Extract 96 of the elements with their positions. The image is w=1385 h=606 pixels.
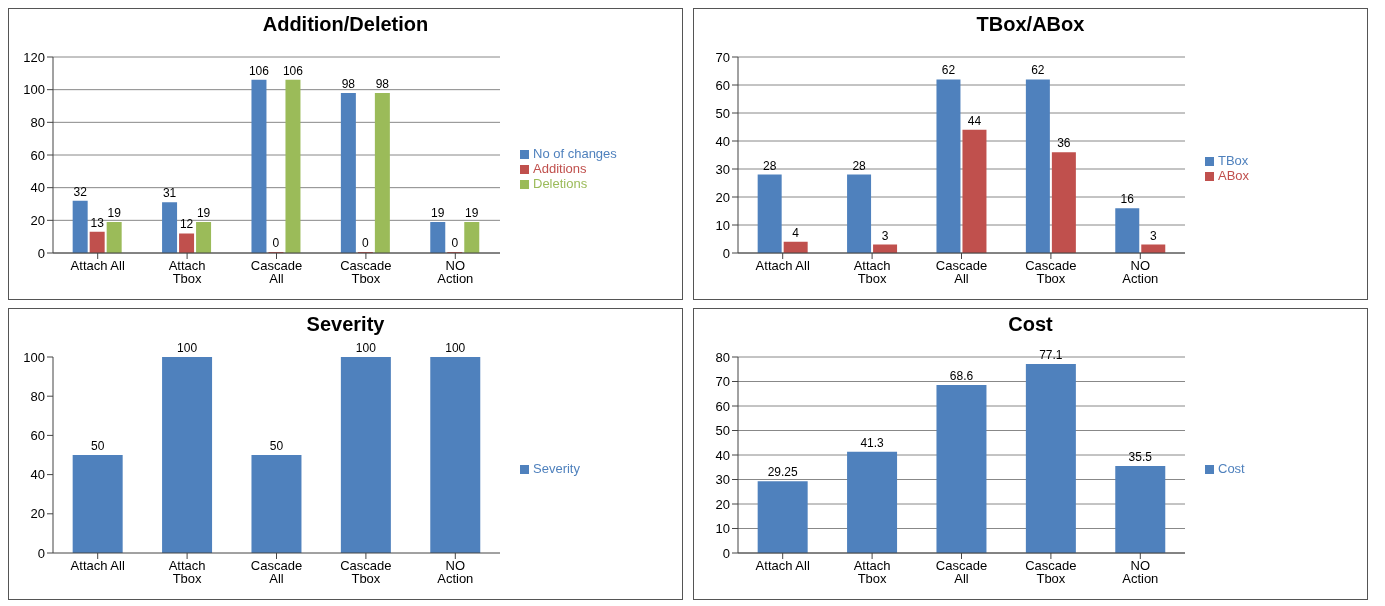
data-label: 3 — [881, 228, 889, 243]
data-label: 100 — [445, 341, 466, 355]
x-tick-label: Cascade All — [935, 558, 988, 587]
chart-title: TBox/ABox — [975, 12, 1086, 37]
y-tick-label: 30 — [715, 161, 730, 177]
data-label: 12 — [179, 217, 194, 232]
legend-label: TBox — [1218, 153, 1249, 168]
legend-label: Additions — [533, 160, 587, 176]
x-tick-label: Attach Tbox — [168, 558, 206, 587]
data-label: 98 — [341, 76, 356, 91]
data-label: 36 — [1057, 136, 1071, 151]
y-tick-label: 120 — [23, 49, 45, 65]
y-tick-label: 70 — [715, 374, 730, 390]
chart-title: Cost — [1007, 312, 1054, 337]
data-label: 0 — [451, 236, 459, 250]
data-label: 0 — [272, 236, 280, 250]
legend-label: Deletions — [533, 175, 588, 191]
x-tick-label: Cascade All — [250, 258, 303, 287]
x-tick-label: Attach All — [70, 558, 125, 574]
data-label: 28 — [852, 158, 867, 173]
y-tick-label: 40 — [30, 467, 45, 483]
legend-label: Severity — [533, 460, 580, 476]
data-label: 19 — [465, 205, 479, 220]
y-tick-label: 50 — [715, 105, 730, 121]
x-tick-label: NO Action — [437, 558, 474, 587]
y-tick-label: 80 — [715, 349, 730, 365]
data-label: 100 — [355, 341, 377, 355]
data-label: 35.5 — [1128, 450, 1153, 465]
data-label: 98 — [375, 76, 390, 91]
data-label: 28 — [762, 158, 777, 173]
y-tick-label: 80 — [30, 388, 45, 404]
data-label: 62 — [941, 63, 956, 78]
y-tick-label: 70 — [715, 49, 730, 65]
y-tick-label: 80 — [30, 114, 45, 130]
legend-label: No of changes — [533, 145, 617, 161]
data-label: 19 — [431, 205, 445, 220]
y-tick-label: 40 — [715, 447, 730, 463]
data-label: 0 — [362, 236, 370, 250]
data-label: 44 — [967, 113, 982, 128]
y-tick-label: 20 — [30, 212, 45, 228]
y-tick-label: 60 — [30, 428, 45, 444]
y-tick-label: 100 — [23, 349, 45, 365]
chart-title: Severity — [305, 312, 386, 337]
data-label: 50 — [269, 439, 284, 453]
data-label: 13 — [90, 215, 105, 230]
x-tick-label: Attach All — [755, 558, 810, 574]
data-label: 62 — [1031, 63, 1045, 78]
data-label: 41.3 — [860, 435, 885, 450]
data-label: 77.1 — [1039, 348, 1063, 363]
x-tick-label: Attach Tbox — [853, 258, 891, 287]
y-tick-label: 10 — [715, 521, 730, 537]
x-tick-label: Attach Tbox — [168, 258, 206, 287]
y-tick-label: 30 — [715, 472, 730, 488]
data-label: 31 — [162, 186, 177, 201]
y-tick-label: 100 — [23, 82, 45, 98]
data-label: 3 — [1149, 228, 1157, 243]
x-tick-label: Attach Tbox — [853, 558, 891, 587]
x-tick-label: Cascade Tbox — [340, 258, 392, 287]
y-tick-label: 0 — [37, 245, 45, 261]
y-tick-label: 20 — [30, 506, 45, 522]
y-tick-label: 0 — [722, 545, 730, 561]
data-label: 68.6 — [949, 368, 974, 383]
data-label: 4 — [792, 225, 800, 240]
data-label: 29.25 — [767, 465, 799, 480]
y-tick-label: 0 — [722, 245, 730, 261]
x-tick-label: Cascade Tbox — [1025, 258, 1077, 287]
data-label: 16 — [1120, 192, 1135, 207]
x-tick-label: NO Action — [1122, 258, 1159, 287]
y-tick-label: 40 — [30, 180, 45, 196]
legend-label: Cost — [1218, 460, 1245, 476]
data-label: 19 — [196, 205, 211, 220]
data-label: 32 — [73, 184, 88, 199]
data-label: 106 — [248, 63, 270, 78]
y-tick-label: 60 — [30, 147, 45, 163]
y-tick-label: 10 — [715, 217, 730, 233]
data-label: 50 — [90, 439, 105, 453]
data-label: 100 — [177, 341, 198, 355]
chart-title: Addition/Deletion — [261, 12, 430, 37]
x-tick-label: Cascade Tbox — [1025, 558, 1077, 587]
y-tick-label: 20 — [715, 496, 730, 512]
x-tick-label: Attach All — [70, 258, 125, 274]
y-tick-label: 60 — [715, 398, 730, 414]
x-tick-label: Cascade All — [250, 558, 303, 587]
x-tick-label: NO Action — [437, 258, 474, 287]
data-label: 106 — [282, 63, 304, 78]
y-tick-label: 20 — [715, 189, 730, 205]
y-tick-label: 40 — [715, 133, 730, 149]
x-tick-label: Attach All — [755, 258, 810, 274]
y-tick-label: 60 — [715, 77, 730, 93]
x-tick-label: NO Action — [1122, 558, 1159, 587]
y-tick-label: 0 — [37, 545, 45, 561]
y-tick-label: 50 — [715, 423, 730, 439]
legend-label: ABox — [1218, 168, 1250, 183]
data-label: 19 — [107, 205, 122, 220]
x-tick-label: Cascade All — [935, 258, 988, 287]
x-tick-label: Cascade Tbox — [340, 558, 392, 587]
